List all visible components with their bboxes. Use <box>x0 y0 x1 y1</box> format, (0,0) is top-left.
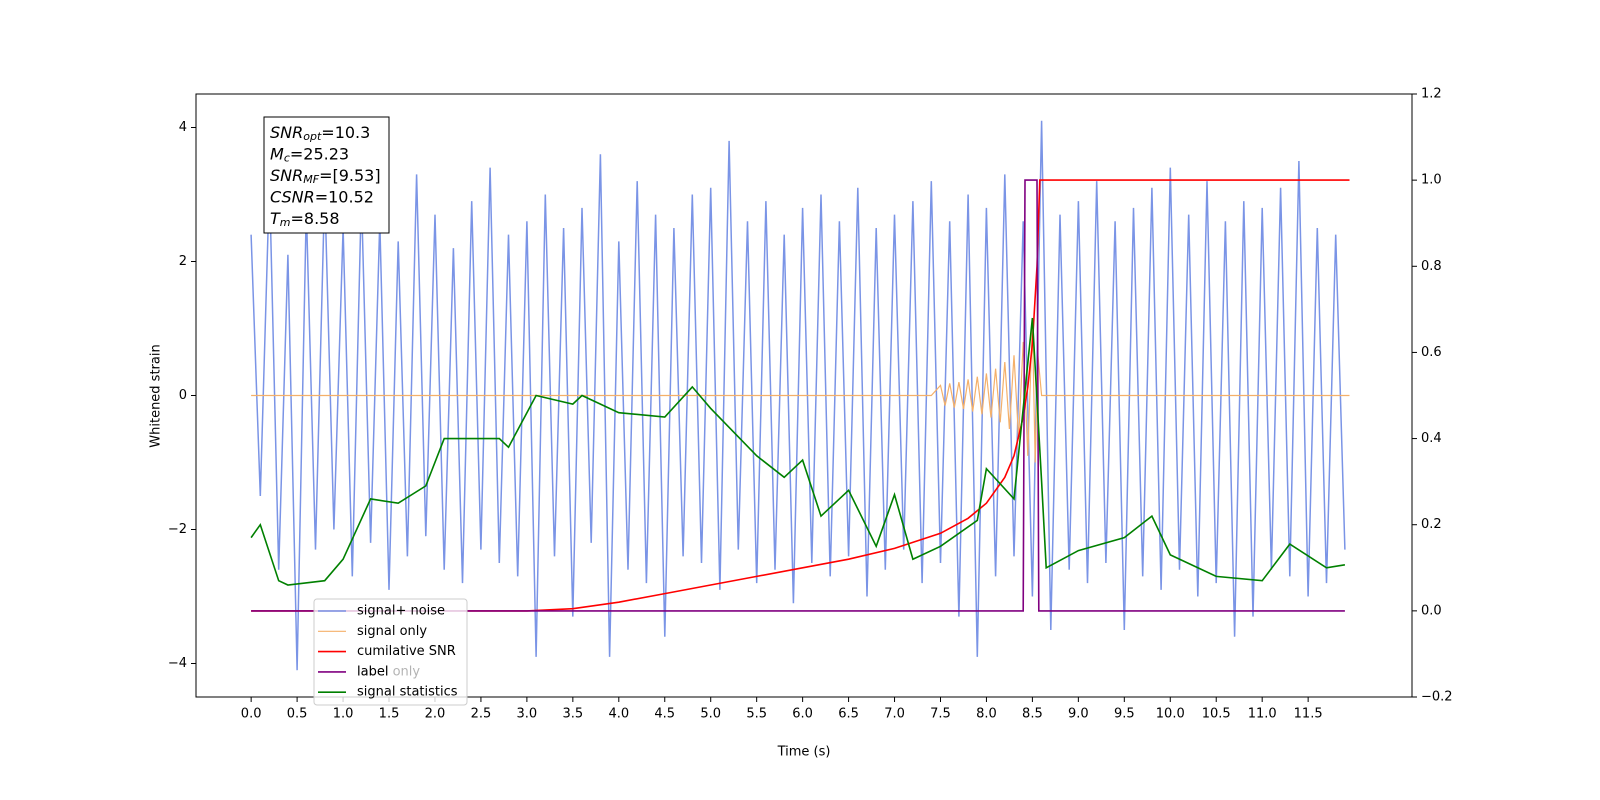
annotation-value: =[9.53] <box>319 166 381 185</box>
y2-tick-label: 0.0 <box>1421 603 1442 618</box>
annotation-line: CSNR=10.52 <box>270 187 374 206</box>
x-tick-label: 8.0 <box>976 707 997 722</box>
series-line <box>251 321 1350 463</box>
annotation-subscript: MF <box>303 173 319 186</box>
annotation-symbol: SNR <box>270 123 303 142</box>
x-tick-label: 6.0 <box>792 707 813 722</box>
y-tick-label: 4 <box>179 120 187 135</box>
x-tick-label: 4.5 <box>654 707 675 722</box>
annotation-value: =10.52 <box>315 187 374 206</box>
annotation-symbol: M <box>270 144 284 163</box>
annotation-value: =10.3 <box>321 123 370 142</box>
legend-hidden-label: label only <box>357 665 420 680</box>
y-axis-label: Whitened strain <box>149 344 164 447</box>
x-tick-label: 1.0 <box>333 707 354 722</box>
annotation-value: =25.23 <box>290 144 349 163</box>
y-tick-label: −2 <box>168 522 187 537</box>
x-tick-label: 2.5 <box>471 707 492 722</box>
legend-label: signal statistics <box>357 685 458 700</box>
annotation-line: SNRMF=[9.53] <box>270 166 381 187</box>
annotation-box <box>263 116 390 234</box>
series-line <box>251 179 1345 612</box>
annotation-line: Tm=8.58 <box>270 209 340 230</box>
legend: label only signal+ noise signal only cumila… <box>313 598 468 706</box>
series-line <box>250 317 1346 586</box>
annotation-symbol: T <box>270 209 281 228</box>
plot-area <box>250 120 1350 671</box>
y-tick-label: 2 <box>179 254 187 269</box>
y2-tick-label: 0.6 <box>1421 345 1442 360</box>
x-tick-label: 6.5 <box>838 707 859 722</box>
annotation-line: Mc=25.23 <box>270 144 349 165</box>
x-axis-label: Time (s) <box>777 745 831 760</box>
x-tick-label: 3.5 <box>562 707 583 722</box>
x-tick-label: 0.0 <box>241 707 262 722</box>
x-tick-label: 7.0 <box>884 707 905 722</box>
x-tick-label: 5.5 <box>746 707 767 722</box>
x-tick-label: 3.0 <box>517 707 538 722</box>
annotation-subscript: m <box>280 216 291 229</box>
legend-label: signal only <box>357 624 427 639</box>
y-tick-label: −4 <box>168 656 187 671</box>
series-line <box>251 179 1350 612</box>
y2-tick-label: 0.8 <box>1421 259 1442 274</box>
legend-box <box>313 598 468 706</box>
x-tick-label: 11.0 <box>1248 707 1277 722</box>
y-tick-label: 0 <box>179 388 187 403</box>
x-tick-label: 11.5 <box>1294 707 1323 722</box>
y2-tick-label: 0.4 <box>1421 431 1442 446</box>
annotation-symbol: SNR <box>270 166 303 185</box>
x-tick-label: 5.0 <box>700 707 721 722</box>
y2-tick-label: 1.0 <box>1421 173 1442 188</box>
series-line <box>250 120 1346 671</box>
x-tick-label: 10.5 <box>1202 707 1231 722</box>
x-tick-label: 7.5 <box>930 707 951 722</box>
annotation-subscript: c <box>284 152 290 165</box>
y2-tick-label: 1.2 <box>1421 87 1442 102</box>
x-tick-label: 9.5 <box>1114 707 1135 722</box>
annotation-symbol: CSNR <box>270 187 315 206</box>
legend-label: signal+ noise <box>357 604 445 619</box>
x-tick-label: 0.5 <box>287 707 308 722</box>
annotation-line: SNRopt=10.3 <box>270 123 370 144</box>
x-tick-label: 8.5 <box>1022 707 1043 722</box>
x-tick-label: 10.0 <box>1156 707 1185 722</box>
annotation-subscript: opt <box>303 130 322 143</box>
legend-label: cumilative SNR <box>357 644 456 659</box>
legend-label: label <box>357 664 388 679</box>
x-tick-label: 2.0 <box>425 707 446 722</box>
x-tick-label: 9.0 <box>1068 707 1089 722</box>
x-tick-label: 4.0 <box>608 707 629 722</box>
annotation-value: =8.58 <box>291 209 340 228</box>
annotation: SNRopt=10.3Mc=25.23SNRMF=[9.53]CSNR=10.5… <box>263 116 390 234</box>
y2-tick-label: −0.2 <box>1421 690 1453 705</box>
y2-tick-label: 0.2 <box>1421 517 1442 532</box>
x-tick-label: 1.5 <box>379 707 400 722</box>
